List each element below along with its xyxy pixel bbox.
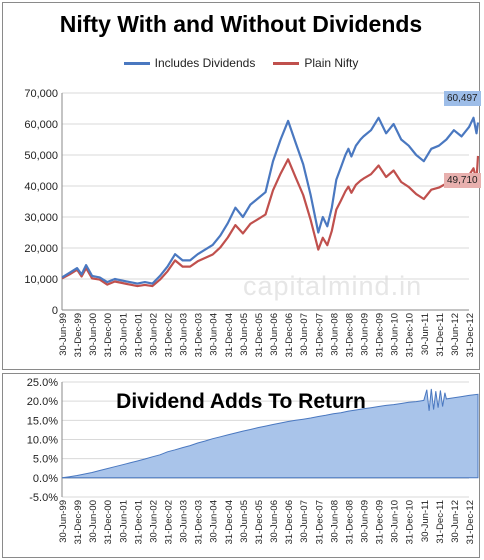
x-tick-label: 30-Jun-12 [450, 500, 461, 543]
x-tick-label: 31-Dec-09 [375, 500, 386, 544]
line-chart-plot: 0 10,000 20,000 30,000 40,000 50,000 60,000 70,… [24, 88, 479, 357]
x-tick-label: 31-Dec-11 [435, 313, 446, 357]
x-tick-label: 30-Jun-01 [118, 313, 129, 356]
x-tick-label: 31-Dec-99 [73, 313, 84, 357]
x-tick-label: 31-Dec-10 [405, 313, 416, 357]
x-tick-label: 30-Jun-02 [148, 313, 159, 356]
x-tick-label: 31-Dec-00 [103, 313, 114, 357]
x-tick-label: 31-Dec-04 [224, 313, 235, 357]
x-tick-label: 31-Dec-07 [314, 313, 325, 357]
x-tick-label: 31-Dec-01 [133, 500, 144, 544]
chart-subtitle: Dividend Adds To Return [116, 390, 366, 413]
legend-swatch-blue [123, 61, 150, 65]
y-tick-label: 10.0% [27, 435, 58, 447]
x-tick-label: 30-Jun-03 [179, 313, 190, 356]
x-tick-label: 31-Dec-06 [284, 313, 295, 357]
x-tick-label: 31-Dec-12 [465, 313, 476, 357]
x-tick-label: 30-Jun-10 [390, 500, 401, 543]
y-tick-label: 30,000 [24, 212, 58, 224]
end-label-dividends: 60,497 [444, 91, 481, 106]
x-tick-label: 30-Jun-03 [179, 500, 190, 543]
x-tick-label: 30-Jun-07 [299, 313, 310, 356]
x-tick-label: 31-Dec-01 [133, 313, 144, 357]
top-chart-panel: Nifty With and Without Dividends Include… [2, 2, 481, 370]
x-tick-label: 30-Jun-08 [329, 313, 340, 356]
x-tick-label: 31-Dec-02 [164, 313, 175, 357]
y-tick-label: 60,000 [24, 119, 58, 131]
y-tick-label: 40,000 [24, 181, 58, 193]
dividend-return-area [61, 388, 479, 479]
x-tick-label: 30-Jun-05 [239, 313, 250, 356]
x-tick-label: 30-Jun-00 [88, 313, 99, 356]
x-tick-label: 30-Jun-07 [299, 500, 310, 543]
x-tick-label: 31-Dec-11 [435, 500, 446, 544]
x-tick-label: 31-Dec-02 [164, 500, 175, 544]
x-tick-label: 30-Jun-06 [269, 500, 280, 543]
x-tick-label: 30-Jun-02 [148, 500, 159, 543]
x-tick-label: 31-Dec-08 [344, 500, 355, 544]
series-line-plain-nifty [61, 155, 479, 288]
x-tick-label: 30-Jun-09 [359, 313, 370, 356]
x-tick-label: 30-Jun-05 [239, 500, 250, 543]
x-tick-label: 31-Dec-07 [314, 500, 325, 544]
series-line-includes-dividends [61, 116, 479, 285]
y-tick-label: 15.0% [27, 415, 58, 427]
x-tick-label: 31-Dec-12 [465, 500, 476, 544]
y-tick-label: 50,000 [24, 150, 58, 162]
legend-label: Includes Dividends [154, 56, 256, 70]
chart-title: Nifty With and Without Dividends [59, 11, 423, 37]
y-tick-label: 0.0% [33, 473, 58, 485]
x-tick-label: 31-Dec-99 [73, 500, 84, 544]
x-tick-label: 30-Jun-06 [269, 313, 280, 356]
y-tick-label: 20,000 [24, 243, 58, 255]
y-tick-label: -5.0% [29, 492, 58, 504]
y-tick-label: 5.0% [33, 454, 58, 466]
y-tick-label: 0 [52, 305, 58, 317]
x-tick-label: 30-Jun-04 [209, 313, 220, 356]
x-tick-label: 30-Jun-11 [420, 313, 431, 355]
y-tick-label: 20.0% [27, 396, 58, 408]
y-tick-label: 70,000 [24, 88, 58, 100]
x-tick-label: 31-Dec-00 [103, 500, 114, 544]
x-tick-label: 30-Jun-99 [58, 500, 69, 543]
legend-swatch-red [273, 61, 300, 65]
end-label-plain: 49,710 [444, 173, 481, 188]
x-tick-label: 31-Dec-09 [375, 313, 386, 357]
x-tick-label: 30-Jun-00 [88, 500, 99, 543]
x-tick-label: 31-Dec-03 [194, 500, 205, 544]
x-tick-label: 30-Jun-04 [209, 500, 220, 543]
x-tick-label: 30-Jun-09 [359, 500, 370, 543]
legend: Includes Dividends Plain Nifty [3, 56, 479, 70]
x-tick-label: 31-Dec-04 [224, 500, 235, 544]
legend-item-dividends: Includes Dividends [123, 56, 256, 70]
x-tick-label: 30-Jun-12 [450, 313, 461, 356]
x-tick-label: 31-Dec-06 [284, 500, 295, 544]
x-tick-label: 31-Dec-08 [344, 313, 355, 357]
x-tick-label: 30-Jun-11 [420, 500, 431, 542]
x-tick-label: 31-Dec-05 [254, 313, 265, 357]
x-tick-label: 31-Dec-10 [405, 500, 416, 544]
y-tick-label: 25.0% [27, 377, 58, 389]
legend-label: Plain Nifty [304, 56, 359, 70]
x-tick-label: 30-Jun-99 [58, 313, 69, 356]
legend-item-plain: Plain Nifty [273, 56, 358, 70]
x-tick-label: 31-Dec-05 [254, 500, 265, 544]
bottom-chart-panel: -5.0% 0.0% 5.0% 10.0% 15.0% 20.0% 25.0% 30-Jun-… [2, 373, 480, 558]
watermark-text: capitalmind.in [243, 271, 423, 301]
y-tick-label: 10,000 [24, 274, 58, 286]
x-tick-label: 31-Dec-03 [194, 313, 205, 357]
x-tick-label: 30-Jun-08 [329, 500, 340, 543]
area-chart-plot: -5.0% 0.0% 5.0% 10.0% 15.0% 20.0% 25.0% 30-Jun-… [27, 377, 479, 544]
x-tick-label: 30-Jun-01 [118, 500, 129, 543]
x-tick-label: 30-Jun-10 [390, 313, 401, 356]
